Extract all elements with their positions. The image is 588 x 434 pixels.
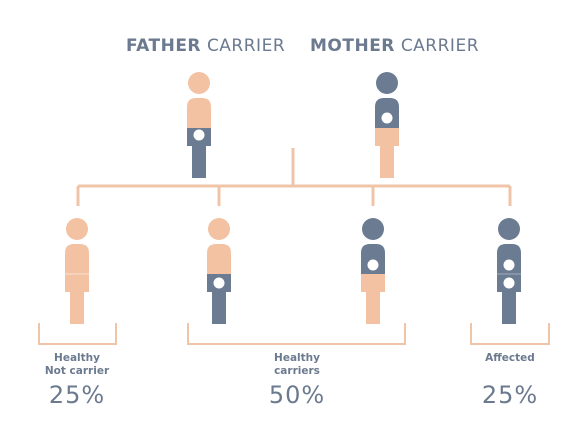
mother-label-bold: MOTHER <box>310 36 395 56</box>
carriers-percent: 50% <box>268 381 326 409</box>
healthy-percent: 25% <box>48 381 106 409</box>
healthy-label-line2: Not carrier <box>44 365 110 377</box>
father-label-bold: FATHER <box>126 36 202 56</box>
affected-label-line1: Affected <box>485 352 535 364</box>
child-carrier-father-figure <box>207 218 231 324</box>
child-carrier-mother-figure <box>361 218 385 324</box>
mother-figure <box>375 72 399 178</box>
affected-label: Affected <box>450 352 570 365</box>
bracket-healthy <box>38 323 117 345</box>
child-healthy-figure <box>65 218 89 324</box>
carriers-label-line2: carriers <box>274 365 320 377</box>
child-affected-figure <box>497 218 521 324</box>
father-carrier-label: FATHER CARRIER <box>126 36 285 56</box>
bracket-affected <box>470 323 550 345</box>
affected-percent: 25% <box>481 381 539 409</box>
healthy-not-carrier-label: Healthy Not carrier <box>17 352 137 378</box>
healthy-label-line1: Healthy <box>54 352 100 364</box>
carriers-label-line1: Healthy <box>274 352 320 364</box>
healthy-carriers-label: Healthy carriers <box>237 352 357 378</box>
bracket-carriers <box>187 323 406 345</box>
father-label-rest: CARRIER <box>206 36 286 56</box>
father-figure <box>187 72 211 178</box>
mother-label-rest: CARRIER <box>400 36 480 56</box>
mother-carrier-label: MOTHER CARRIER <box>310 36 479 56</box>
connector-lines <box>76 148 512 206</box>
